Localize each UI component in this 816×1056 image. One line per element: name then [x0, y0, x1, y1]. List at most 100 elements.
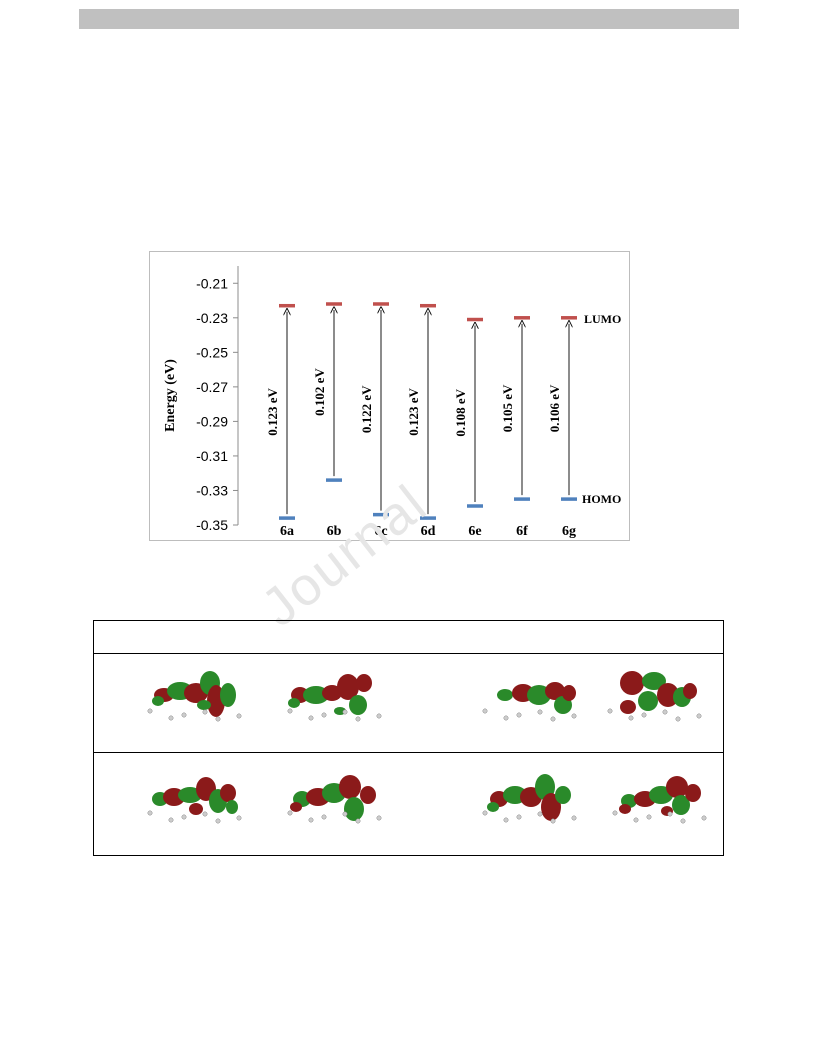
orbital-lobe — [497, 689, 513, 701]
hydrogen-atom — [215, 818, 221, 824]
hydrogen-atom — [662, 709, 668, 715]
gap-label-6g: 0.106 eV — [547, 384, 562, 432]
hydrogen-atom — [537, 811, 543, 817]
orbital-lobe — [545, 682, 565, 700]
orbital-lobe — [220, 683, 236, 707]
y-tick-label: -0.35 — [196, 517, 228, 533]
y-tick-label: -0.23 — [196, 310, 228, 326]
hydrogen-atom — [202, 709, 208, 715]
orbital-lobe — [541, 793, 561, 821]
y-tick-label: -0.27 — [196, 379, 228, 395]
orbital-image-lumo-6a — [134, 657, 254, 737]
x-tick-label-6c: 6c — [374, 524, 387, 539]
orbital-lobe — [356, 674, 372, 692]
lumo-legend-label: LUMO — [584, 312, 621, 326]
orbital-lobe — [189, 803, 203, 815]
hydrogen-atom — [215, 716, 221, 722]
orbital-image-homo-6b — [274, 759, 394, 839]
orbital-lobe — [657, 683, 679, 707]
orbital-lobe — [672, 795, 690, 815]
y-tick-label: -0.33 — [196, 482, 228, 498]
chart-svg: -0.21 -0.23 -0.25 -0.27 -0.29 -0.31 -0.33 -0.35… — [163, 266, 621, 539]
hydrogen-atom — [342, 811, 348, 817]
hydrogen-atom — [181, 712, 187, 718]
hydrogen-atom — [168, 715, 174, 721]
hydrogen-atom — [202, 811, 208, 817]
x-tick-label-6e: 6e — [468, 524, 481, 539]
x-tick-label-6f: 6f — [516, 524, 528, 539]
orbital-lobe — [288, 698, 300, 708]
hydrogen-atom — [571, 713, 577, 719]
gap-label-6d: 0.123 eV — [406, 387, 421, 435]
orbital-lobe — [638, 691, 658, 711]
orbital-lobe — [220, 784, 236, 802]
table-header-divider — [94, 653, 723, 654]
hydrogen-atom — [321, 814, 327, 820]
orbital-lobe — [683, 683, 697, 699]
hydrogen-atom — [321, 712, 327, 718]
energy-level-chart: -0.21 -0.23 -0.25 -0.27 -0.29 -0.31 -0.33 -0.35… — [149, 251, 630, 541]
hydrogen-atom — [376, 815, 382, 821]
hydrogen-atom — [633, 817, 639, 823]
hydrogen-atom — [516, 814, 522, 820]
hydrogen-atom — [628, 715, 634, 721]
orbital-lobe — [555, 786, 571, 804]
hydrogen-atom — [696, 713, 702, 719]
table-row-divider — [94, 752, 723, 753]
hydrogen-atom — [675, 716, 681, 722]
hydrogen-atom — [550, 818, 556, 824]
orbital-lobe — [685, 784, 701, 802]
hydrogen-atom — [646, 814, 652, 820]
hydrogen-atom — [308, 715, 314, 721]
orbital-lobe — [620, 671, 644, 695]
orbital-table — [93, 620, 724, 856]
hydrogen-atom — [482, 708, 488, 714]
molecule-orbital-svg — [607, 671, 702, 722]
y-tick-label: -0.21 — [196, 275, 228, 291]
x-tick-label-6d: 6d — [421, 524, 436, 539]
orbital-lobe — [290, 802, 302, 812]
gap-label-6f: 0.105 eV — [500, 384, 515, 432]
hydrogen-atom — [503, 817, 509, 823]
molecule-orbital-svg — [287, 775, 382, 824]
orbital-lobe — [322, 685, 342, 701]
hydrogen-atom — [308, 817, 314, 823]
molecule-orbital-svg — [482, 682, 577, 722]
hydrogen-atom — [287, 708, 293, 714]
hydrogen-atom — [168, 817, 174, 823]
hydrogen-atom — [503, 715, 509, 721]
hydrogen-atom — [147, 810, 153, 816]
hydrogen-atom — [376, 713, 382, 719]
orbital-lobe — [349, 695, 367, 715]
gap-label-6c: 0.122 eV — [359, 385, 374, 433]
hydrogen-atom — [641, 712, 647, 718]
orbital-lobe — [666, 776, 688, 798]
hydrogen-atom — [607, 708, 613, 714]
molecule-orbital-svg — [612, 776, 707, 824]
molecule-orbital-svg — [147, 777, 242, 824]
orbital-lobe — [620, 700, 636, 714]
molecule-orbital-svg — [482, 774, 577, 824]
hydrogen-atom — [287, 810, 293, 816]
gap-label-6e: 0.108 eV — [453, 388, 468, 436]
orbital-image-homo-6a — [134, 759, 254, 839]
orbital-lobe — [303, 686, 329, 704]
y-tick-label: -0.31 — [196, 448, 228, 464]
hydrogen-atom — [355, 716, 361, 722]
orbital-lobe — [152, 696, 164, 706]
orbital-image-lumo-6c — [469, 657, 589, 737]
orbital-lobe — [197, 700, 211, 710]
hydrogen-atom — [667, 811, 673, 817]
hydrogen-atom — [701, 815, 707, 821]
y-axis-label: Energy (eV) — [163, 359, 178, 432]
hydrogen-atom — [680, 818, 686, 824]
hydrogen-atom — [147, 708, 153, 714]
orbital-lobe — [487, 802, 499, 812]
hydrogen-atom — [236, 713, 242, 719]
x-tick-label-6b: 6b — [327, 524, 342, 539]
hydrogen-atom — [482, 810, 488, 816]
orbital-lobe — [178, 787, 202, 803]
y-tick-label: -0.25 — [196, 344, 228, 360]
y-tick-label: -0.29 — [196, 413, 228, 429]
orbital-lobe — [339, 775, 361, 799]
